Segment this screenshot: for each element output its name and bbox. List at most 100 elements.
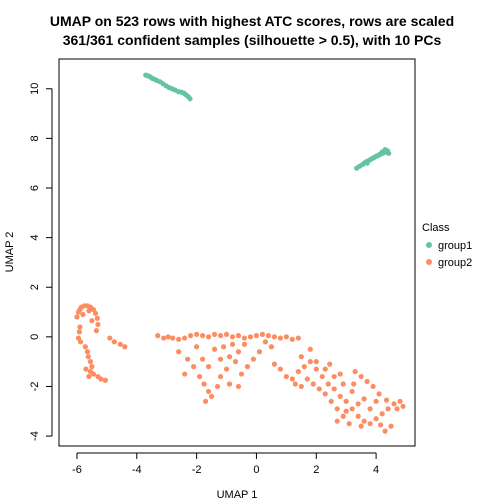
point-group2 [217, 373, 224, 380]
point-group2 [361, 418, 367, 424]
point-group2 [208, 393, 215, 399]
point-group2 [111, 339, 117, 345]
point-group2 [74, 314, 80, 320]
point-group2 [256, 349, 263, 355]
y-tick-label: 10 [29, 83, 41, 95]
point-group2 [182, 335, 188, 341]
point-group2 [232, 359, 239, 365]
x-tick-label: -2 [192, 464, 202, 476]
point-group2 [351, 381, 357, 387]
point-group2 [331, 373, 337, 380]
y-tick-label: 2 [29, 284, 41, 290]
point-group2 [220, 344, 227, 350]
chart-title-line2: 361/361 confident samples (silhouette > … [63, 32, 442, 48]
point-group2 [355, 413, 361, 419]
point-group2 [277, 335, 283, 341]
point-group2 [86, 373, 92, 380]
point-group2 [89, 364, 95, 370]
point-group2 [367, 421, 373, 427]
point-group2 [80, 311, 86, 318]
point-group2 [76, 329, 82, 335]
point-group2 [107, 335, 113, 341]
x-tick-label: 2 [313, 464, 319, 476]
point-group2 [165, 334, 171, 340]
point-group2 [343, 398, 349, 404]
point-group2 [340, 413, 346, 419]
point-group2 [226, 354, 233, 360]
point-group2 [259, 331, 266, 337]
point-group2 [87, 359, 94, 365]
x-axis-title: UMAP 1 [217, 489, 258, 501]
point-group2 [349, 388, 355, 395]
point-group2 [262, 339, 269, 345]
point-group2 [176, 336, 182, 342]
point-group2 [161, 335, 167, 341]
point-group2 [122, 344, 128, 350]
point-group2 [337, 371, 343, 377]
point-group2 [358, 373, 364, 380]
point-group2 [295, 368, 301, 375]
point-group2 [241, 335, 248, 341]
point-group1 [364, 160, 370, 166]
point-group2 [358, 423, 364, 429]
point-group2 [301, 364, 307, 370]
point-group2 [205, 364, 212, 370]
point-group2 [295, 335, 301, 341]
point-group2 [235, 349, 242, 355]
point-group2 [253, 333, 260, 339]
point-group2 [201, 381, 207, 387]
plot-area-frame [58, 58, 416, 447]
point-group2 [244, 364, 251, 370]
x-tick-label: -4 [132, 464, 142, 476]
y-tick-label: -4 [29, 431, 41, 441]
point-group2 [313, 359, 319, 365]
point-group2 [385, 406, 391, 412]
point-group2 [117, 341, 123, 347]
point-group2 [185, 356, 191, 362]
point-group2 [277, 366, 283, 372]
legend: Class group1 group2 [422, 222, 472, 269]
point-group2 [199, 333, 206, 339]
point-group2 [102, 377, 108, 383]
point-group2 [194, 344, 200, 350]
point-group2 [298, 354, 304, 360]
point-group2 [94, 315, 100, 321]
point-group2 [214, 383, 221, 390]
point-group2 [379, 411, 385, 417]
y-axis-title: UMAP 2 [4, 232, 16, 273]
point-group2 [92, 310, 99, 316]
point-group2 [283, 373, 289, 380]
point-group1 [379, 149, 385, 155]
point-group2 [268, 344, 275, 350]
point-group2 [77, 339, 84, 345]
point-group1 [187, 96, 193, 102]
point-group2 [307, 359, 313, 365]
point-group2 [364, 378, 370, 385]
point-group2 [361, 396, 367, 402]
point-group2 [223, 366, 230, 372]
points-layer [74, 72, 406, 434]
legend-title: Class [422, 222, 450, 234]
point-group2 [319, 373, 325, 380]
point-group2 [202, 398, 209, 404]
point-group2 [388, 423, 394, 429]
point-group2 [238, 371, 245, 377]
point-group2 [367, 406, 373, 412]
point-group2 [226, 381, 233, 387]
y-tick-label: 6 [29, 185, 41, 191]
point-group2 [211, 346, 218, 352]
point-group2 [84, 349, 91, 355]
point-group2 [217, 356, 224, 362]
point-group2 [223, 331, 230, 337]
point-group2 [229, 341, 236, 347]
point-group2 [316, 386, 322, 392]
point-group2 [400, 403, 406, 409]
y-tick-label: 4 [29, 235, 41, 241]
point-group2 [337, 393, 343, 399]
point-group2 [85, 354, 91, 360]
point-group2 [93, 328, 99, 334]
point-group2 [327, 361, 333, 367]
point-group2 [382, 428, 388, 434]
point-group2 [376, 391, 382, 397]
